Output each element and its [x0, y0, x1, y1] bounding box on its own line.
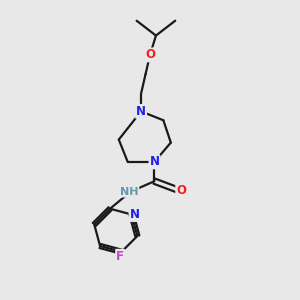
Text: N: N	[149, 155, 160, 168]
Text: N: N	[136, 105, 146, 118]
Text: F: F	[116, 250, 124, 263]
Text: N: N	[130, 208, 140, 221]
Text: NH: NH	[120, 187, 138, 196]
Text: O: O	[145, 48, 155, 62]
Text: O: O	[176, 184, 186, 196]
